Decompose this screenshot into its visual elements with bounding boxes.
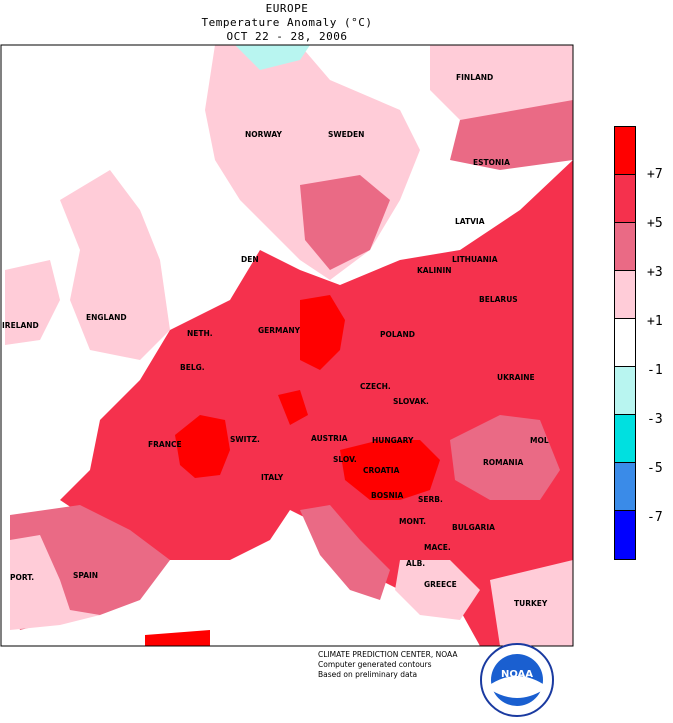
label-greece: GREECE xyxy=(424,580,457,589)
label-netherlands: NETH. xyxy=(187,329,213,338)
legend-tick-label: -5 xyxy=(647,461,663,476)
label-sweden: SWEDEN xyxy=(328,130,364,139)
region-turkey xyxy=(490,560,573,646)
label-albania: ALB. xyxy=(406,559,425,568)
hotspot-france xyxy=(175,415,230,478)
legend-swatch xyxy=(615,319,635,367)
label-ireland: IRELAND xyxy=(2,321,39,330)
region-iberia-west xyxy=(10,535,100,630)
legend-swatch xyxy=(615,463,635,511)
label-hungary: HUNGARY xyxy=(372,436,414,445)
label-serbia: SERB. xyxy=(418,495,443,504)
region-ireland xyxy=(5,260,60,345)
label-poland: POLAND xyxy=(380,330,415,339)
legend-tick-label: +5 xyxy=(647,216,663,231)
map-title: EUROPE xyxy=(265,2,309,15)
label-italy: ITALY xyxy=(261,473,284,482)
hotspot-africa xyxy=(145,630,210,646)
label-estonia: ESTONIA xyxy=(473,158,510,167)
legend-swatch xyxy=(615,271,635,319)
legend-swatch xyxy=(615,415,635,463)
label-turkey: TURKEY xyxy=(514,599,548,608)
label-slovakia: SLOVAK. xyxy=(393,397,429,406)
label-latvia: LATVIA xyxy=(455,217,485,226)
color-legend xyxy=(614,126,636,560)
label-switzerland: SWITZ. xyxy=(230,435,260,444)
region-italy xyxy=(300,505,390,600)
map-date-range: OCT 22 - 28, 2006 xyxy=(226,30,348,43)
label-finland: FINLAND xyxy=(456,73,493,82)
label-croatia: CROATIA xyxy=(363,466,400,475)
map-subtitle: Temperature Anomaly (°C) xyxy=(201,16,373,29)
label-czech: CZECH. xyxy=(360,382,391,391)
region-romania xyxy=(450,415,560,500)
legend-swatch xyxy=(615,367,635,415)
legend-swatch xyxy=(615,175,635,223)
noaa-logo: NOAA xyxy=(480,643,554,717)
credit-line-1: CLIMATE PREDICTION CENTER, NOAA xyxy=(318,650,458,659)
region-continent xyxy=(60,160,573,646)
region-britain xyxy=(60,170,170,360)
label-portugal: PORT. xyxy=(10,573,34,582)
legend-swatch xyxy=(615,511,635,559)
region-arctic xyxy=(235,45,310,70)
label-norway: NORWAY xyxy=(245,130,282,139)
label-bulgaria: BULGARIA xyxy=(452,523,495,532)
label-ukraine: UKRAINE xyxy=(497,373,535,382)
hotspot-germany xyxy=(300,295,345,370)
legend-tick-label: +3 xyxy=(647,265,663,280)
label-austria: AUSTRIA xyxy=(311,434,348,443)
label-germany: GERMANY xyxy=(258,326,301,335)
legend-tick-label: -3 xyxy=(647,412,663,427)
hotspot-balkans xyxy=(340,440,440,500)
hotspot-alps xyxy=(278,390,308,425)
label-kaliningrad: KALININ xyxy=(417,266,452,275)
credit-line-3: Based on preliminary data xyxy=(318,670,418,679)
credit-line-2: Computer generated contours xyxy=(318,660,432,669)
credit-text: CLIMATE PREDICTION CENTER, NOAA Computer… xyxy=(318,650,457,680)
label-england: ENGLAND xyxy=(86,313,127,322)
label-moldova: MOL xyxy=(530,436,549,445)
legend-swatch xyxy=(615,223,635,271)
label-montenegro: MONT. xyxy=(399,517,426,526)
svg-text:NOAA: NOAA xyxy=(501,669,533,680)
label-slovenia: SLOV. xyxy=(333,455,357,464)
label-lithuania: LITHUANIA xyxy=(452,255,498,264)
label-belgium: BELG. xyxy=(180,363,205,372)
label-macedonia: MACE. xyxy=(424,543,451,552)
legend-tick-label: +7 xyxy=(647,167,663,182)
label-romania: ROMANIA xyxy=(483,458,523,467)
legend-tick-label: -7 xyxy=(647,510,663,525)
label-spain: SPAIN xyxy=(73,571,98,580)
legend-tick-label: +1 xyxy=(647,314,663,329)
label-bosnia: BOSNIA xyxy=(371,491,404,500)
label-denmark: DEN xyxy=(241,255,259,264)
region-baltic-east xyxy=(450,100,573,170)
region-sweden-south xyxy=(300,175,390,270)
region-greece xyxy=(395,560,480,620)
legend-swatch xyxy=(615,127,635,175)
label-france: FRANCE xyxy=(148,440,182,449)
label-belarus: BELARUS xyxy=(479,295,518,304)
legend-tick-label: -1 xyxy=(647,363,663,378)
